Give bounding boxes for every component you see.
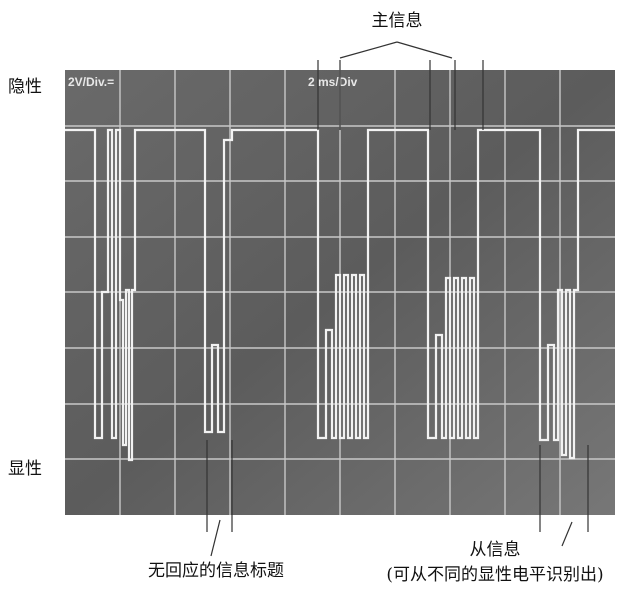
no-response-label: 无回应的信息标题 [148, 561, 284, 581]
slave-note: (可从不同的显性电平识别出) [386, 565, 603, 585]
recessive-label: 隐性 [8, 77, 42, 97]
figure: 2V/Div.= 2 ms/Div 主信息 隐性 显性 无回应的信息标题 从信息… [0, 0, 637, 591]
dominant-label: 显性 [8, 459, 42, 479]
slave-label: 从信息 [470, 540, 521, 560]
master-label: 主信息 [372, 11, 423, 31]
volt-div: 2V/Div.= [68, 75, 114, 89]
time-div: 2 ms/Div [308, 75, 358, 89]
